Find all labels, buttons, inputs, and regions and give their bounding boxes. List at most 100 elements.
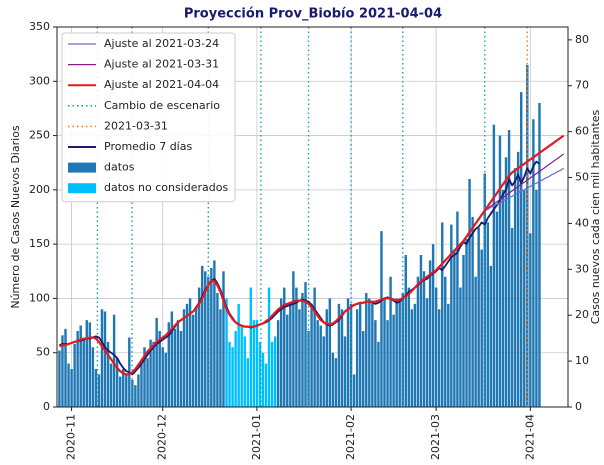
bar xyxy=(477,227,480,407)
y-tick-label: 200 xyxy=(29,183,50,196)
bar xyxy=(125,374,128,407)
bar xyxy=(210,268,213,407)
bar xyxy=(97,374,101,407)
x-tick-label: 2021-01 xyxy=(250,414,263,460)
bar xyxy=(222,271,225,407)
bar xyxy=(103,311,107,407)
y2-tick-label: 70 xyxy=(575,79,589,92)
bar xyxy=(122,369,125,407)
bar xyxy=(337,303,341,407)
bar xyxy=(188,298,192,407)
bar xyxy=(67,363,70,407)
bar xyxy=(246,358,250,407)
bar xyxy=(410,309,414,407)
bar xyxy=(155,317,158,407)
bar xyxy=(109,363,113,407)
bar xyxy=(219,309,222,407)
bar xyxy=(355,309,359,407)
bar xyxy=(434,287,438,407)
bar xyxy=(216,293,219,407)
bar xyxy=(310,303,313,407)
bar xyxy=(261,352,265,407)
bar xyxy=(389,276,392,407)
line xyxy=(59,134,565,376)
bar xyxy=(270,341,274,407)
legend-swatch xyxy=(68,183,96,194)
legend-label: datos xyxy=(104,161,135,174)
bar xyxy=(255,320,259,407)
bar xyxy=(279,298,283,407)
bar xyxy=(380,231,383,407)
legend-label: Ajuste al 2021-03-31 xyxy=(104,58,219,71)
bar xyxy=(213,260,216,407)
bar xyxy=(94,369,98,407)
bar xyxy=(173,328,177,407)
legend-label: Ajuste al 2021-04-04 xyxy=(104,78,219,91)
bar xyxy=(179,331,183,407)
bar xyxy=(331,352,335,407)
bar xyxy=(158,331,161,407)
y-tick-label: 250 xyxy=(29,129,50,142)
bar xyxy=(258,341,262,407)
bar xyxy=(149,339,152,407)
bar xyxy=(535,189,538,407)
bar xyxy=(325,309,328,407)
x-tick-label: 2021-02 xyxy=(344,414,357,460)
y2-tick-label: 10 xyxy=(575,354,589,367)
legend-label: Cambio de escenario xyxy=(104,99,220,112)
plot-frame xyxy=(56,26,569,408)
bar xyxy=(228,341,231,407)
y2-tick-label: 60 xyxy=(575,125,589,138)
bar xyxy=(73,344,76,407)
y2-tick-label: 40 xyxy=(575,216,589,229)
y-tick-label: 350 xyxy=(29,20,50,33)
bar xyxy=(340,309,344,407)
bar xyxy=(428,260,432,407)
bar xyxy=(416,276,420,407)
bar xyxy=(146,358,149,407)
bar xyxy=(492,124,496,407)
bar xyxy=(456,211,459,407)
bar xyxy=(529,233,532,407)
bar xyxy=(480,249,483,407)
bar xyxy=(471,217,474,407)
bar xyxy=(167,322,171,407)
bar xyxy=(483,173,486,407)
y2-tick-label: 50 xyxy=(575,171,589,184)
bar xyxy=(401,293,404,407)
bar xyxy=(486,222,490,407)
x-tick-label: 2020-11 xyxy=(65,414,78,460)
legend-label: Promedio 7 días xyxy=(104,140,192,153)
y2-axis-label: Casos nuevos cada cien mil habitantes xyxy=(589,109,602,324)
bar xyxy=(286,314,289,407)
bar xyxy=(441,222,444,407)
bar xyxy=(194,307,198,407)
y2-tick-label: 30 xyxy=(575,262,589,275)
bar xyxy=(301,293,304,407)
bar xyxy=(334,358,338,407)
bar xyxy=(498,135,502,408)
bar xyxy=(444,276,447,407)
bar xyxy=(201,265,204,407)
x-tick-label: 2021-03 xyxy=(429,414,442,460)
bar xyxy=(365,293,368,407)
bar xyxy=(459,287,462,407)
bar xyxy=(407,287,411,407)
y-tick-label: 0 xyxy=(43,400,50,413)
bar xyxy=(252,320,256,407)
bar xyxy=(437,309,441,407)
chart-title: Proyección Prov_Biobío 2021-04-04 xyxy=(184,7,442,22)
bar xyxy=(343,336,347,407)
bar xyxy=(264,363,268,407)
bar xyxy=(70,369,73,407)
bar xyxy=(134,385,137,407)
bar xyxy=(465,238,468,407)
y-tick-label: 300 xyxy=(29,74,50,87)
bar xyxy=(91,347,95,407)
bar xyxy=(447,303,450,407)
bar xyxy=(371,303,374,407)
bar xyxy=(176,320,180,407)
bar xyxy=(298,309,301,407)
y2-tick-label: 80 xyxy=(575,33,589,46)
